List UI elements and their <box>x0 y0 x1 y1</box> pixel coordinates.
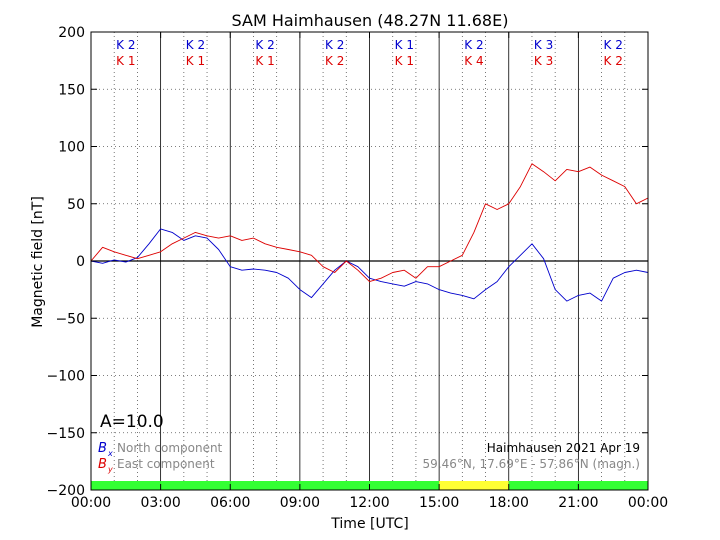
x-axis-label: Time [UTC] <box>330 516 408 532</box>
k-index-north: K 1 <box>395 38 414 52</box>
k-index-north: K 2 <box>255 38 274 52</box>
y-tick-label: −100 <box>47 369 85 385</box>
k-index-north: K 2 <box>186 38 205 52</box>
activity-bar <box>91 481 648 490</box>
y-tick-label: 200 <box>58 25 85 41</box>
x-tick-label: 03:00 <box>140 495 180 511</box>
y-tick-label: 100 <box>58 140 85 156</box>
k-index-east: K 2 <box>325 54 344 68</box>
legend-text-north: North component <box>117 441 223 455</box>
k-index-east: K 1 <box>116 54 135 68</box>
k-index-east: K 2 <box>604 54 623 68</box>
legend-subscript-east: y <box>107 465 113 474</box>
k-index-labels: K 2 K 1 K 2 K 1 K 2 K 1 K 2 K 2 K 1 K 1 K 2 K 4 K 3 K… <box>116 38 623 68</box>
activity-bar-segment <box>578 481 648 490</box>
y-tick-label: 0 <box>76 254 85 270</box>
y-tick-label: −150 <box>47 426 85 442</box>
legend-symbol-east: B <box>98 457 107 472</box>
x-tick-label: 15:00 <box>419 495 459 511</box>
series-lines <box>90 163 649 302</box>
station-info-line1: Haimhausen 2021 Apr 19 <box>487 441 640 455</box>
activity-bar-segment <box>439 481 509 490</box>
k-index-east: K 1 <box>255 54 274 68</box>
k-index-east: K 3 <box>534 54 553 68</box>
legend-symbol-north: B <box>98 441 107 456</box>
activity-bar-segment <box>299 481 370 490</box>
legend-entry-north: B x North component <box>98 441 223 458</box>
x-tick-label: 09:00 <box>280 495 320 511</box>
k-index-east: K 1 <box>395 54 414 68</box>
y-tick-label: 50 <box>67 197 85 213</box>
activity-bar-segment <box>91 481 161 490</box>
k-index-north: K 3 <box>534 38 553 52</box>
x-tick-label: 00:00 <box>71 495 111 511</box>
x-tick-label: 00:00 <box>628 495 668 511</box>
a-index-label: A=10.0 <box>100 412 164 432</box>
legend: B x North component B y East component <box>98 441 223 474</box>
legend-text-east: East component <box>117 457 215 471</box>
activity-bar-segment <box>160 481 231 490</box>
y-tick-label: −200 <box>47 483 85 499</box>
x-tick-label: 18:00 <box>489 495 529 511</box>
series-line-east <box>90 163 649 283</box>
x-tick-label: 21:00 <box>558 495 598 511</box>
axes: 00:00 03:00 06:00 09:00 12:00 15:00 18:00 21:00… <box>47 25 669 511</box>
k-index-east: K 1 <box>186 54 205 68</box>
legend-entry-east: B y East component <box>98 457 215 474</box>
activity-bar-segment <box>369 481 440 490</box>
k-index-north: K 2 <box>604 38 623 52</box>
activity-bar-segment <box>230 481 300 490</box>
station-info-line2: 59.46°N, 17.69°E - 57.86°N (magn.) <box>423 457 640 471</box>
y-axis-label: Magnetic field [nT] <box>30 196 46 328</box>
y-tick-label: 150 <box>58 82 85 98</box>
x-tick-label: 12:00 <box>349 495 389 511</box>
k-index-north: K 2 <box>464 38 483 52</box>
legend-subscript-north: x <box>107 449 113 458</box>
series-line-north <box>90 228 649 302</box>
k-index-north: K 2 <box>325 38 344 52</box>
k-index-north: K 2 <box>116 38 135 52</box>
k-index-east: K 4 <box>464 54 483 68</box>
y-tick-label: −50 <box>55 311 85 327</box>
x-tick-label: 06:00 <box>210 495 250 511</box>
chart-title: SAM Haimhausen (48.27N 11.68E) <box>232 11 509 30</box>
activity-bar-segment <box>508 481 579 490</box>
